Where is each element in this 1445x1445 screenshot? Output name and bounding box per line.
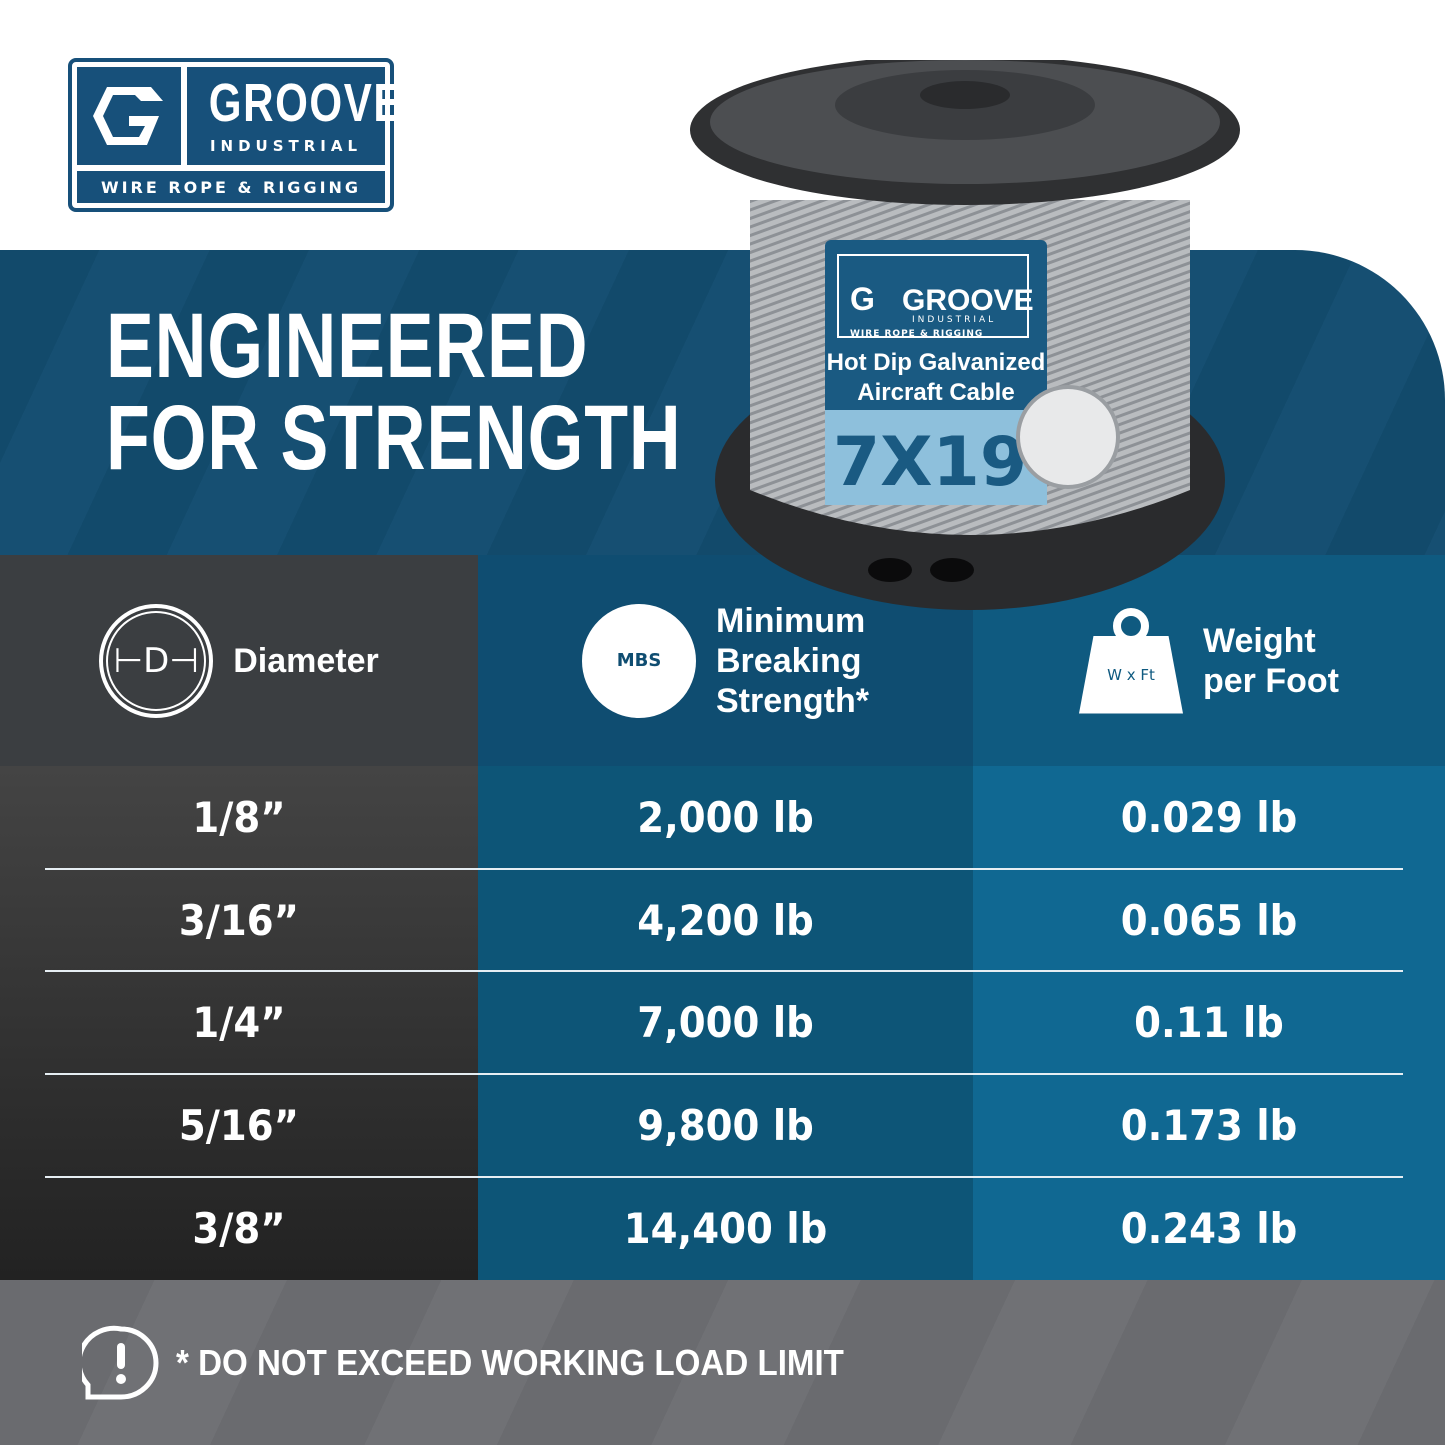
footer-warning: * DO NOT EXCEED WORKING LOAD LIMIT bbox=[0, 1280, 1445, 1445]
diameter-cell: 3/8” bbox=[192, 1204, 286, 1254]
label-tagline: WIRE ROPE & RIGGING bbox=[850, 329, 983, 339]
label-construction: 7X19 bbox=[833, 423, 1027, 502]
label-sub: INDUSTRIAL bbox=[912, 315, 996, 325]
mbs-cell: 7,000 lb bbox=[637, 998, 814, 1048]
row-divider bbox=[45, 1176, 1403, 1178]
headline: ENGINEERED FOR STRENGTH bbox=[106, 300, 681, 484]
weight-cell: 0.029 lb bbox=[1120, 792, 1298, 842]
label-brand: GROOVE bbox=[902, 284, 1034, 317]
diameter-cell: 1/8” bbox=[192, 792, 286, 842]
header-label: Diameter bbox=[233, 641, 379, 680]
weight-cell: 0.173 lb bbox=[1120, 1101, 1298, 1151]
diameter-cell: 3/16” bbox=[178, 895, 300, 945]
mbs-cell: 2,000 lb bbox=[637, 792, 814, 842]
weight-cell: 0.065 lb bbox=[1120, 895, 1298, 945]
diameter-cell: 1/4” bbox=[192, 998, 286, 1048]
row-divider bbox=[45, 970, 1403, 972]
mbs-icon: MBS bbox=[582, 603, 696, 718]
headline-line-2: FOR STRENGTH bbox=[106, 387, 682, 489]
logo-sub: INDUSTRIAL bbox=[209, 137, 363, 155]
mbs-cell: 14,400 lb bbox=[623, 1204, 828, 1254]
diameter-cell: 5/16” bbox=[178, 1101, 300, 1151]
mbs-cell: 9,800 lb bbox=[637, 1101, 814, 1151]
diameter-column: 1/8” 3/16” 1/4” 5/16” 3/8” bbox=[0, 766, 478, 1280]
label-line1: Hot Dip Galvanized bbox=[827, 349, 1046, 376]
header-diameter: ⊢ D ⊣ Diameter bbox=[0, 555, 478, 766]
mbs-column: 2,000 lb 4,200 lb 7,000 lb 9,800 lb 14,4… bbox=[478, 766, 973, 1280]
weight-column: 0.029 lb 0.065 lb 0.11 lb 0.173 lb 0.243… bbox=[973, 766, 1445, 1280]
logo-name: GROOVE bbox=[208, 73, 404, 133]
cable-spool-image: G GROOVE INDUSTRIAL WIRE ROPE & RIGGING … bbox=[690, 60, 1240, 610]
warning-text: * DO NOT EXCEED WORKING LOAD LIMIT bbox=[176, 1341, 844, 1383]
header-label: Minimum Breaking Strength* bbox=[716, 601, 869, 720]
brand-logo: GROOVE INDUSTRIAL WIRE ROPE & RIGGING bbox=[68, 58, 404, 212]
logo-tagline: WIRE ROPE & RIGGING bbox=[77, 171, 385, 203]
weight-cell: 0.11 lb bbox=[1134, 998, 1284, 1048]
row-divider bbox=[45, 868, 1403, 870]
header-label: Weight per Foot bbox=[1203, 621, 1339, 700]
label-g-icon: G bbox=[850, 281, 875, 317]
alert-speech-icon bbox=[82, 1325, 159, 1399]
diameter-icon: ⊢ D ⊣ bbox=[99, 603, 214, 718]
row-divider bbox=[45, 1073, 1403, 1075]
label-line2: Aircraft Cable bbox=[857, 379, 1014, 406]
headline-line-1: ENGINEERED bbox=[106, 295, 589, 397]
spec-table: 1/8” 3/16” 1/4” 5/16” 3/8” 2,000 lb 4,20… bbox=[0, 766, 1445, 1280]
weight-icon: W x Ft bbox=[1079, 607, 1183, 714]
weight-cell: 0.243 lb bbox=[1120, 1204, 1298, 1254]
strand-cross-section-icon bbox=[1016, 385, 1120, 489]
product-label: G GROOVE INDUSTRIAL WIRE ROPE & RIGGING … bbox=[825, 240, 1120, 505]
g-logo-icon bbox=[77, 67, 181, 165]
mbs-cell: 4,200 lb bbox=[637, 895, 814, 945]
